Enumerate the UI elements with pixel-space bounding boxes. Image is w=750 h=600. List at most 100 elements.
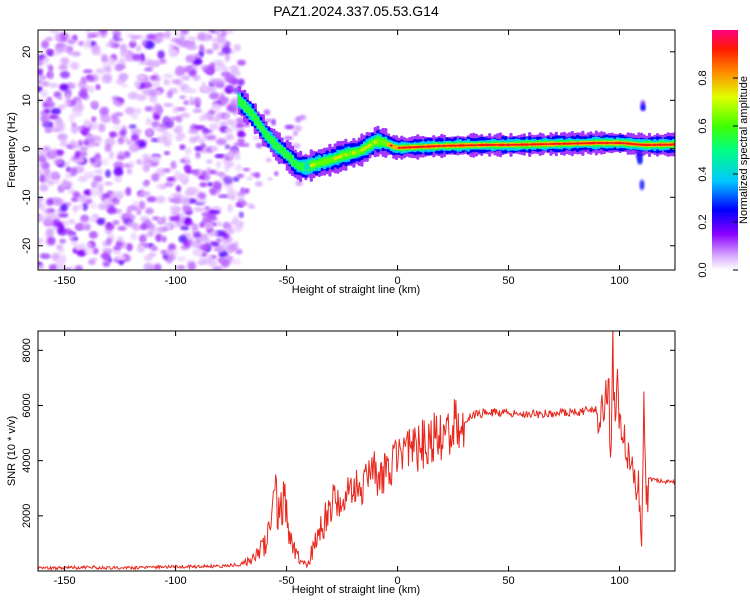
spectrogram-ridge-cell — [440, 145, 444, 147]
spectrogram-noise-blob — [96, 218, 106, 226]
spectrogram-ridge-cell — [296, 161, 300, 170]
spectrogram-noise-blob — [206, 48, 214, 55]
spectrogram-noise-blob — [223, 30, 234, 35]
spectrogram-noise-blob — [106, 206, 117, 215]
spectrogram-noise-blob — [226, 245, 235, 254]
spectrogram-noise-blob — [161, 235, 167, 243]
y-tick-label: 6000 — [21, 393, 33, 417]
spectrogram-noise-blob — [48, 71, 54, 80]
spectrogram-noise-blob — [113, 250, 122, 255]
spectrogram-noise-blob — [179, 158, 186, 163]
spectrogram-ridge-cell — [578, 142, 582, 145]
spectrogram-ridge-cell — [666, 143, 670, 146]
spectrogram-noise-blob — [42, 101, 49, 109]
spectrogram-noise-blob — [199, 182, 208, 188]
spectrogram-noise-blob — [95, 84, 101, 90]
spectrogram-ridge-cell — [504, 144, 508, 146]
spectrogram-noise-blob — [111, 197, 120, 205]
spectrogram-noise-blob — [116, 155, 126, 161]
spectrogram-noise-blob — [215, 35, 227, 44]
snr-series-line — [38, 331, 675, 571]
spectrogram-noise-blob — [121, 49, 129, 56]
spectrogram-noise-blob — [60, 57, 70, 65]
spectrogram-noise-blob — [203, 68, 214, 73]
spectrogram-noise-blob — [101, 54, 108, 63]
snr-x-ticks: -150 -100 -50 0 50 100 — [54, 331, 629, 587]
spectrogram-ridge-cell — [469, 144, 473, 147]
spectrogram-noise-blob — [209, 123, 220, 131]
spectrogram-noise — [38, 30, 308, 270]
snr-y-ticks: 2000 4000 6000 8000 — [21, 338, 675, 528]
spectrogram-noise-blob — [155, 195, 166, 204]
spectrogram-noise-blob — [216, 63, 226, 68]
spectrogram-noise-blob — [71, 197, 79, 202]
spectrogram-noise-blob — [218, 96, 230, 103]
spectrogram-noise-blob — [113, 118, 121, 125]
spectrogram-ridge-cell — [506, 143, 510, 147]
spectrogram-noise-blob — [199, 233, 209, 243]
spectrogram-noise-blob — [70, 124, 79, 134]
spectrogram-noise-blob — [199, 44, 205, 53]
spectrogram-noise-blob — [93, 31, 101, 37]
spectrogram-ridge-cell — [301, 162, 305, 172]
spectrogram-ridge-cell — [442, 144, 446, 147]
spectrogram-noise-blob — [50, 108, 62, 115]
spectrogram-noise-blob — [77, 40, 85, 47]
spectrogram-ridge-cell — [624, 142, 628, 145]
spectrogram-noise-blob — [92, 247, 99, 255]
spectrogram-noise-blob — [91, 44, 101, 52]
spectrogram-noise-blob — [193, 232, 202, 239]
spectrogram-noise-blob — [79, 146, 89, 152]
x-tick-label: 50 — [502, 275, 514, 287]
spectrogram-noise-blob — [59, 253, 66, 263]
spectrogram-ridge-cell — [336, 156, 340, 159]
spectrogram-noise-blob — [136, 94, 147, 101]
spectrogram-noise-blob — [38, 264, 45, 270]
spectrogram-noise-blob — [119, 129, 127, 137]
spectrogram-ridge-cell — [496, 144, 500, 146]
spectrogram-ridge-cell — [405, 146, 409, 149]
spectrogram-noise-blob — [41, 40, 50, 49]
spectrogram-noise-blob — [209, 187, 217, 194]
spectrogram-noise-blob — [179, 144, 186, 150]
spectrogram-noise-blob — [227, 151, 234, 160]
spectrogram-noise-blob — [94, 157, 102, 166]
spectrogram-ridge-cell — [331, 157, 335, 162]
spectrogram-ridge-cell — [490, 143, 494, 146]
spectrogram-noise-blob — [40, 80, 49, 87]
spectrogram-noise-blob — [193, 206, 205, 212]
spectrogram-noise-blob — [202, 129, 213, 134]
spectrogram-noise-blob — [164, 151, 170, 156]
spectrogram-noise-blob — [38, 160, 43, 170]
spectrogram-ridge-cell — [275, 141, 279, 150]
spectrogram-noise-blob — [103, 198, 110, 205]
spectrogram-ridge-cell — [589, 142, 593, 145]
spectrogram-noise-blob — [117, 225, 127, 231]
spectrogram-noise-blob — [64, 161, 70, 167]
spectrogram-noise-blob — [82, 69, 93, 74]
spectrogram-ridge-cell — [307, 163, 311, 170]
spectrogram-noise-blob — [220, 258, 230, 268]
spectrogram-noise-blob — [163, 73, 174, 79]
spectrogram-noise-blob — [142, 153, 150, 160]
spectrogram-ridge-cell — [394, 145, 399, 150]
spectrogram-noise-blob — [112, 126, 123, 131]
spectrogram-noise-blob — [194, 134, 202, 142]
spectrogram-ridge-cell — [493, 143, 497, 146]
spectrogram-noise-blob — [151, 121, 160, 127]
spectrogram-ridge-cell — [291, 155, 295, 167]
spectrogram-ridge-cell — [584, 142, 588, 145]
spectrogram-ridge-cell — [309, 164, 313, 167]
colorbar: 0.0 0.2 0.4 0.6 0.8 Normalized spectral ampl… — [697, 30, 750, 278]
spectrogram-noise-blob — [148, 94, 158, 103]
spectrogram-noise-blob — [53, 226, 60, 231]
spectrogram-ridge-cell — [488, 143, 492, 146]
spectrogram-noise-blob — [57, 96, 63, 101]
spectrogram-ridge-cell — [560, 142, 564, 145]
spectrogram-noise-blob — [59, 70, 71, 79]
spectrogram-ridge-cell — [464, 144, 468, 147]
spectrogram-noise-blob — [283, 136, 294, 140]
spectrogram-noise-blob — [126, 243, 133, 252]
spectrogram-noise-blob — [74, 265, 83, 270]
spectrogram-ridge-cell — [472, 144, 476, 147]
